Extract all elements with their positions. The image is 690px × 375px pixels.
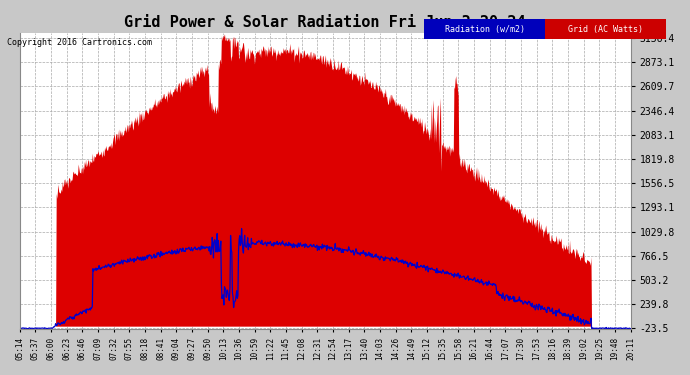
Text: Grid (AC Watts): Grid (AC Watts)	[568, 25, 643, 34]
Text: Copyright 2016 Cartronics.com: Copyright 2016 Cartronics.com	[7, 38, 152, 47]
Title: Grid Power & Solar Radiation Fri Jun 3 20:24: Grid Power & Solar Radiation Fri Jun 3 2…	[124, 15, 526, 30]
Text: Radiation (w/m2): Radiation (w/m2)	[445, 25, 524, 34]
